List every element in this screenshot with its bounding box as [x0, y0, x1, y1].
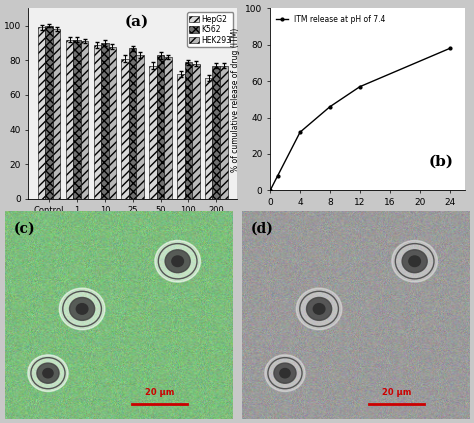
- Circle shape: [28, 355, 68, 392]
- Circle shape: [296, 288, 342, 330]
- Legend: ITM release at pH of 7.4: ITM release at pH of 7.4: [274, 12, 388, 26]
- Bar: [157, 55, 164, 199]
- Bar: [38, 27, 46, 199]
- Text: 20 μm: 20 μm: [145, 388, 174, 397]
- Bar: [137, 55, 144, 199]
- Circle shape: [43, 368, 53, 378]
- Legend: HepG2, K562, HEK293: HepG2, K562, HEK293: [187, 12, 233, 47]
- Bar: [129, 48, 137, 199]
- Bar: [205, 78, 212, 199]
- Bar: [212, 66, 220, 199]
- Bar: [192, 64, 200, 199]
- Bar: [185, 62, 192, 199]
- Circle shape: [392, 240, 438, 282]
- Circle shape: [37, 363, 59, 383]
- Bar: [66, 40, 73, 199]
- Text: (c): (c): [14, 222, 36, 236]
- Circle shape: [155, 240, 201, 282]
- Circle shape: [70, 297, 95, 320]
- Bar: [220, 66, 228, 199]
- Bar: [93, 45, 101, 199]
- Bar: [109, 47, 116, 199]
- Circle shape: [274, 363, 296, 383]
- Bar: [53, 29, 61, 199]
- Circle shape: [76, 304, 88, 314]
- Line: ITM release at pH of 7.4: ITM release at pH of 7.4: [267, 46, 452, 193]
- Text: (d): (d): [251, 222, 273, 236]
- Bar: [101, 43, 109, 199]
- ITM release at pH of 7.4: [297, 129, 303, 135]
- Circle shape: [313, 304, 325, 314]
- ITM release at pH of 7.4: [357, 84, 363, 89]
- Circle shape: [265, 355, 305, 392]
- ITM release at pH of 7.4: [447, 46, 452, 51]
- ITM release at pH of 7.4: [275, 173, 281, 179]
- ITM release at pH of 7.4: [327, 104, 333, 109]
- Bar: [177, 74, 185, 199]
- X-axis label: Time (h): Time (h): [347, 212, 388, 222]
- Circle shape: [280, 368, 290, 378]
- Circle shape: [307, 297, 332, 320]
- Bar: [73, 40, 81, 199]
- Circle shape: [409, 256, 420, 266]
- Text: 20 μm: 20 μm: [382, 388, 411, 397]
- Circle shape: [165, 250, 190, 273]
- X-axis label: Concentration of polymer capsules (μg/mL): Concentration of polymer capsules (μg/mL…: [41, 221, 224, 230]
- Y-axis label: % of cumulative release of drug (ITM): % of cumulative release of drug (ITM): [231, 27, 240, 172]
- Circle shape: [59, 288, 105, 330]
- Text: (b): (b): [428, 154, 454, 168]
- ITM release at pH of 7.4: [267, 188, 273, 193]
- Bar: [149, 66, 157, 199]
- Bar: [46, 26, 53, 199]
- Circle shape: [402, 250, 427, 273]
- Bar: [81, 41, 88, 199]
- Circle shape: [172, 256, 183, 266]
- Text: (a): (a): [125, 14, 149, 28]
- Bar: [121, 59, 129, 199]
- Bar: [164, 57, 172, 199]
